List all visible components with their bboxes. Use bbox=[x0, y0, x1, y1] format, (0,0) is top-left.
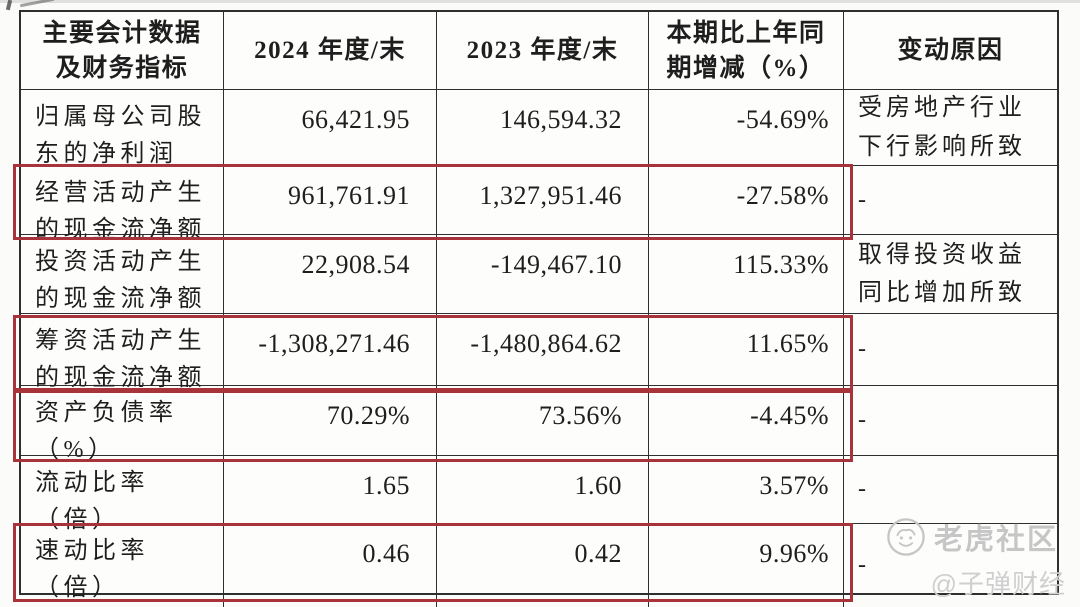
value-reason-debt-ratio: - bbox=[844, 386, 1057, 456]
watermark-community-label: 老虎社区 bbox=[934, 524, 1059, 556]
row-label-net-profit: 归属母公司股 东的净利润 bbox=[21, 90, 224, 167]
col-header-change: 本期比上年同 期增减（%） bbox=[649, 12, 844, 90]
value-2023-debt-ratio: 73.56% bbox=[437, 386, 649, 456]
row-label-operating-cashflow: 经营活动产生 的现金流净额 bbox=[21, 166, 224, 243]
value-2024-debt-ratio: 70.29% bbox=[224, 386, 437, 456]
value-reason-net-profit: 受房地产行业 下行影响所致 bbox=[844, 90, 1057, 166]
scan-artifact-tick bbox=[5, 0, 13, 11]
value-reason-quick-ratio: - bbox=[858, 552, 870, 579]
financial-table: 主要会计数据 及财务指标 2024 年度/末 2023 年度/末 本期比上年同 … bbox=[13, 10, 1059, 607]
value-2023-quick-ratio: 0.42 bbox=[437, 524, 649, 607]
value-2023-financing-cashflow: -1,480,864.62 bbox=[437, 314, 649, 386]
col-header-2024: 2024 年度/末 bbox=[224, 12, 437, 90]
row-label-investing-cashflow: 投资活动产生 的现金流净额 bbox=[21, 235, 224, 314]
row-label-financing-cashflow: 筹资活动产生 的现金流净额 bbox=[21, 314, 224, 391]
value-change-net-profit: -54.69% bbox=[649, 90, 844, 166]
tiger-icon bbox=[886, 517, 926, 557]
value-2024-operating-cashflow: 961,761.91 bbox=[224, 166, 437, 235]
value-2023-net-profit: 146,594.32 bbox=[437, 90, 649, 166]
value-2024-quick-ratio: 0.46 bbox=[224, 524, 437, 607]
value-reason-current-ratio: - bbox=[844, 456, 1057, 524]
value-2024-net-profit: 66,421.95 bbox=[224, 90, 437, 166]
value-reason-investing-cashflow: 取得投资收益 同比增加所致 bbox=[844, 235, 1057, 314]
value-reason-operating-cashflow: - bbox=[844, 166, 1057, 235]
row-label-current-ratio: 流动比率 （倍） bbox=[21, 456, 224, 533]
value-2024-current-ratio: 1.65 bbox=[224, 456, 437, 524]
col-header-indicator: 主要会计数据 及财务指标 bbox=[21, 12, 224, 90]
value-change-debt-ratio: -4.45% bbox=[649, 386, 844, 456]
value-2023-operating-cashflow: 1,327,951.46 bbox=[437, 166, 649, 235]
col-header-2023: 2023 年度/末 bbox=[437, 12, 649, 90]
value-2023-investing-cashflow: -149,467.10 bbox=[437, 235, 649, 314]
value-change-financing-cashflow: 11.65% bbox=[649, 314, 844, 386]
col-header-reason: 变动原因 bbox=[844, 12, 1057, 90]
watermark-handle-label: @子弹财经 bbox=[930, 569, 1066, 599]
value-change-current-ratio: 3.57% bbox=[649, 456, 844, 524]
value-change-operating-cashflow: -27.58% bbox=[649, 166, 844, 235]
row-label-quick-ratio: 速动比率 （倍） bbox=[21, 524, 224, 607]
value-2024-investing-cashflow: 22,908.54 bbox=[224, 235, 437, 314]
value-2023-current-ratio: 1.60 bbox=[437, 456, 649, 524]
scan-artifact-topline bbox=[0, 0, 1080, 3]
value-reason-financing-cashflow: - bbox=[844, 314, 1057, 386]
watermark: 老虎社区 @子弹财经 bbox=[886, 516, 1066, 599]
value-2024-financing-cashflow: -1,308,271.46 bbox=[224, 314, 437, 386]
value-change-investing-cashflow: 115.33% bbox=[649, 235, 844, 314]
row-label-debt-ratio: 资产负债率 （%） bbox=[21, 386, 224, 463]
value-change-quick-ratio: 9.96% bbox=[649, 524, 844, 607]
